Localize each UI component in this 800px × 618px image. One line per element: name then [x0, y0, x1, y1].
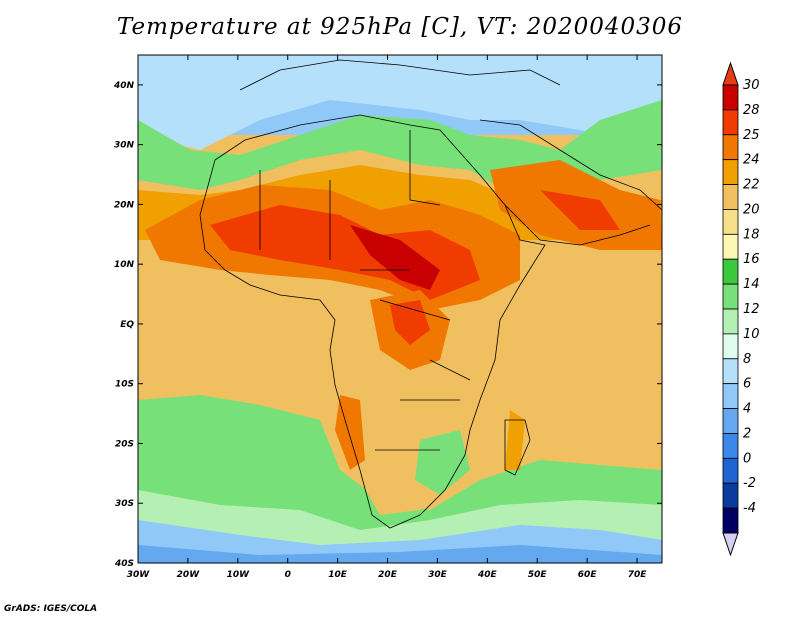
- temperature-field: [138, 55, 662, 563]
- colorbar-label: 14: [743, 277, 760, 292]
- colorbar-label: 8: [743, 352, 751, 367]
- lon-tick-label: 0: [285, 570, 291, 580]
- colorbar-label: -2: [743, 476, 756, 491]
- lat-tick-label: 20S: [115, 439, 134, 449]
- colorbar-segment: [722, 134, 739, 161]
- lat-tick-label: 40N: [113, 81, 135, 91]
- colorbar-label: 25: [743, 128, 760, 143]
- colorbar-label: 20: [743, 202, 760, 217]
- lon-tick-label: 10E: [328, 570, 348, 580]
- colorbar-segment: [722, 333, 739, 360]
- colorbar-segment: [722, 258, 739, 285]
- colorbar-label: 30: [743, 78, 760, 93]
- lon-tick-label: 20E: [378, 570, 398, 580]
- colorbar-segment: [722, 233, 739, 260]
- colorbar-segment: [722, 308, 739, 335]
- longitude-tick-labels: 30W 20W 10W 0 10E 20E 30E 40E 50E 60E 70E: [127, 55, 647, 580]
- coastline-outlines: [199, 59, 662, 529]
- lon-tick-label: 70E: [628, 570, 648, 580]
- lon-tick-label: 30W: [127, 570, 151, 580]
- lat-tick-label: 40S: [114, 559, 134, 569]
- colorbar-segment: [722, 109, 739, 136]
- colorbar-segment: [722, 383, 739, 409]
- map-title: Temperature at 925hPa [C], VT: 202004030…: [116, 14, 684, 40]
- latitude-tick-labels: 40N 30N 20N 10N EQ 10S 20S 30S 40S: [113, 81, 662, 569]
- colorbar-top-arrow: [722, 61, 739, 86]
- lon-tick-label: 30E: [428, 570, 448, 580]
- colorbar-label: 18: [743, 227, 760, 242]
- lon-tick-label: 50E: [528, 570, 548, 580]
- colorbar-segment: [722, 433, 739, 459]
- lat-tick-label: 30S: [115, 499, 134, 509]
- plot-frame: [137, 54, 663, 564]
- lat-tick-label: 20N: [114, 200, 135, 210]
- lon-tick-label: 60E: [578, 570, 598, 580]
- colorbar-bottom-arrow: [722, 532, 739, 557]
- lat-tick-label: 10N: [114, 260, 135, 270]
- colorbar-label: 4: [743, 402, 751, 417]
- colorbar-segment: [722, 84, 739, 111]
- colorbar-label: 10: [743, 327, 760, 342]
- colorbar-label: 28: [743, 103, 760, 118]
- lon-tick-label: 10W: [227, 570, 251, 580]
- colorbar-segment: [722, 209, 739, 235]
- colorbar-segment: [722, 283, 739, 310]
- grads-credit: GrADS: IGES/COLA: [4, 604, 98, 614]
- colorbar-segment: [722, 457, 739, 484]
- colorbar-segment: [722, 184, 739, 210]
- colorbar-segment: [722, 507, 739, 534]
- lon-tick-label: 40E: [477, 570, 498, 580]
- lat-tick-label: 10S: [115, 380, 134, 390]
- colorbar-label: -4: [743, 501, 756, 516]
- colorbar-label: 6: [743, 377, 751, 392]
- colorbar-segment: [722, 482, 739, 509]
- colorbar-label: 16: [743, 252, 760, 267]
- lon-tick-label: 20W: [177, 570, 201, 580]
- lat-tick-label: 30N: [114, 141, 135, 151]
- colorbar-label: 22: [743, 178, 760, 193]
- lat-tick-label: EQ: [120, 320, 134, 330]
- colorbar-label: 2: [743, 426, 751, 441]
- colorbar-segment: [722, 358, 739, 385]
- colorbar-label: 12: [743, 302, 760, 317]
- colorbar-label: 0: [743, 451, 751, 466]
- colorbar-segment: [722, 408, 739, 434]
- colorbar-segment: [722, 159, 739, 185]
- colorbar-label: 24: [743, 153, 760, 168]
